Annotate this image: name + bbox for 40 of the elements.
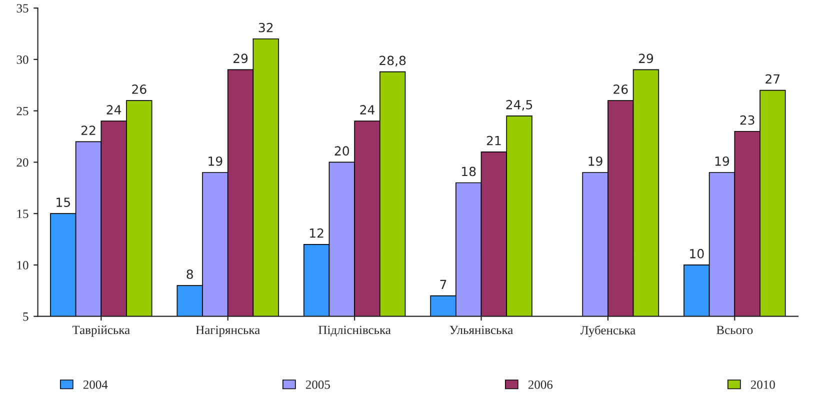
data-label: 22 (81, 126, 96, 135)
y-tick-label: 20 (16, 158, 28, 167)
data-label: 24 (106, 105, 122, 114)
y-tick-label: 15 (17, 210, 28, 218)
data-label: 32 (258, 22, 273, 32)
x-tick-label: Нагірянська (196, 326, 260, 337)
data-label: 19 (715, 156, 730, 166)
legend-label: 2005 (306, 380, 330, 389)
data-label: 21 (486, 136, 501, 146)
legend-label: 2010 (750, 380, 775, 389)
x-tick-label: Підліснівська (318, 326, 391, 336)
data-label: 19 (588, 156, 602, 166)
data-label: 19 (208, 156, 222, 166)
x-tick-label: Ульянівська (450, 326, 513, 334)
data-label: 18 (462, 166, 476, 176)
legend-label: 2004 (83, 380, 108, 389)
legend-label: 2006 (528, 380, 553, 389)
x-tick-label: Таврійська (72, 326, 130, 337)
data-label: 26 (132, 84, 146, 94)
data-label: 8 (186, 269, 193, 279)
data-label: 24 (360, 105, 374, 114)
y-tick-label: 5 (23, 312, 28, 321)
data-label: 29 (233, 54, 248, 64)
data-label: 27 (766, 74, 780, 84)
data-label: 15 (56, 198, 70, 207)
data-label: 28,8 (380, 56, 406, 66)
data-label: 12 (310, 228, 324, 238)
data-label: 23 (740, 115, 754, 125)
y-tick-label: 35 (16, 4, 28, 13)
y-tick-label: 10 (17, 260, 28, 270)
x-tick-label: Всього (716, 326, 753, 334)
data-label: 29 (638, 54, 654, 64)
y-tick-label: 25 (16, 106, 28, 116)
data-label: 10 (690, 248, 704, 258)
data-label: 20 (334, 146, 350, 156)
data-label: 7 (440, 280, 446, 290)
data-label: 26 (614, 84, 628, 94)
data-label: 24,5 (506, 100, 532, 111)
x-tick-label: Лубенська (580, 325, 636, 338)
y-tick-label: 30 (16, 55, 28, 64)
